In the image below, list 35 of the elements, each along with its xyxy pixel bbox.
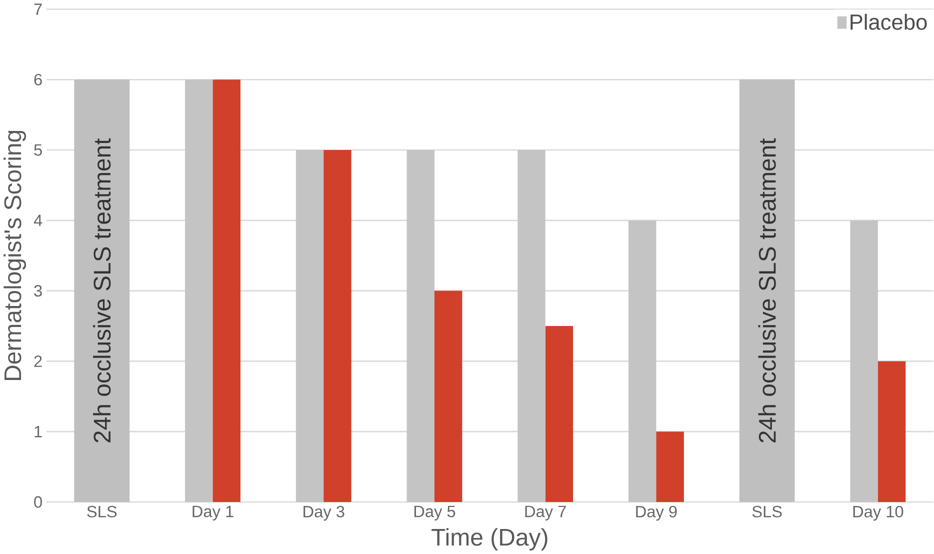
x-tick-label: Day 7	[525, 506, 566, 520]
bar	[850, 220, 878, 502]
bar	[324, 150, 352, 502]
bar	[518, 150, 546, 502]
x-tick-label: Day 5	[414, 506, 456, 520]
annotation: 24h occlusive SLS treatment	[93, 138, 111, 442]
x-tick-label: Day 3	[304, 506, 344, 521]
annotation: 24h occlusive SLS treatment	[758, 138, 776, 442]
legend-label: Placebo	[850, 14, 927, 30]
bar	[212, 80, 240, 502]
y-tick-label: 0	[34, 496, 42, 508]
x-tick-label: Day 9	[636, 506, 677, 521]
y-tick-label: 1	[34, 426, 42, 438]
x-tick-label: Day 1	[192, 506, 234, 520]
x-tick-label: Day 10	[853, 506, 904, 521]
x-tick-label: SLS	[752, 506, 782, 518]
y-tick-label: 3	[34, 284, 42, 297]
bar	[739, 80, 795, 502]
y-tick-label: 6	[34, 74, 42, 86]
y-tick-label: 7	[34, 4, 42, 15]
y-tick-label: 5	[34, 144, 42, 156]
bar	[406, 150, 434, 502]
bar	[656, 432, 684, 502]
bar	[296, 150, 324, 502]
x-axis-title: Time (Day)	[432, 528, 548, 550]
x-tick-label: SLS	[87, 506, 117, 518]
bar	[185, 80, 213, 502]
y-axis-title: Dermatologist's Scoring	[4, 130, 26, 380]
bar	[628, 220, 656, 502]
bar	[74, 80, 130, 502]
bar	[434, 290, 462, 502]
bar	[545, 326, 574, 502]
y-tick-label: 2	[34, 355, 42, 367]
y-tick-label: 4	[34, 214, 42, 226]
bar	[878, 361, 906, 502]
